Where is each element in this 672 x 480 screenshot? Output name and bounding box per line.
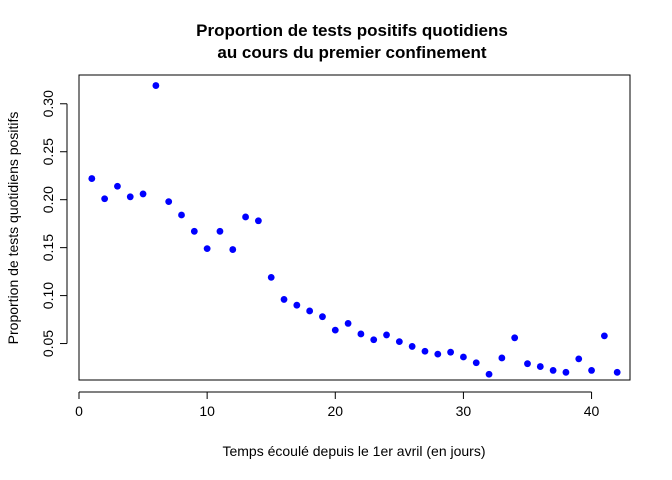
data-point (588, 367, 595, 374)
y-tick-label: 0.15 (40, 234, 56, 261)
data-point (600, 332, 608, 340)
y-axis-label: Proportion de tests quotidiens positifs (5, 112, 21, 345)
data-point (408, 343, 416, 350)
data-point (319, 313, 326, 321)
data-point (460, 353, 467, 361)
data-point (152, 82, 160, 89)
y-axis: 0.05 0.10 0.15 0.20 0.25 0.30 (40, 90, 68, 357)
y-tick-label: 0.30 (40, 90, 56, 117)
data-point (395, 338, 403, 346)
x-axis: 0 10 20 30 40 (75, 391, 600, 419)
data-point (101, 195, 109, 203)
data-point (242, 213, 249, 221)
data-point (229, 246, 237, 253)
y-tick-label: 0.20 (40, 186, 56, 213)
data-point (293, 301, 301, 309)
data-point (280, 296, 288, 303)
data-point (485, 370, 493, 378)
x-tick-label: 10 (199, 403, 215, 419)
data-point (434, 350, 442, 358)
data-point (126, 193, 134, 201)
plot-frame (78, 74, 631, 381)
data-point (575, 355, 583, 363)
data-point (511, 334, 519, 342)
data-point (267, 273, 275, 281)
data-point (498, 354, 506, 362)
data-point (165, 198, 173, 206)
data-point (357, 330, 365, 338)
data-point (383, 331, 390, 339)
data-point (190, 227, 198, 235)
data-point (536, 363, 544, 370)
chart-title-line-2: au cours du premier confinement (217, 43, 487, 62)
y-tick-label: 0.05 (40, 330, 56, 357)
chart-title-line-1: Proportion de tests positifs quotidiens (196, 21, 508, 40)
data-point (139, 190, 147, 198)
data-point (203, 245, 211, 253)
y-tick-label: 0.25 (40, 138, 56, 165)
data-point (447, 348, 455, 356)
data-point (114, 182, 121, 190)
data-point (524, 360, 531, 368)
data-point (306, 307, 314, 315)
data-point (178, 211, 185, 219)
data-point (370, 336, 378, 344)
data-point (331, 326, 339, 334)
data-point (344, 320, 352, 327)
y-tick-label: 0.10 (40, 282, 56, 309)
x-tick-label: 30 (456, 403, 472, 419)
data-point (472, 359, 480, 367)
x-tick-label: 0 (75, 403, 83, 419)
data-point (254, 217, 262, 225)
data-point (88, 175, 96, 182)
data-points (88, 82, 621, 378)
x-tick-label: 40 (584, 403, 600, 419)
x-axis-label: Temps écoulé depuis le 1er avril (en jou… (222, 443, 485, 459)
data-point (562, 368, 570, 376)
data-point (549, 367, 557, 374)
data-point (216, 227, 224, 235)
data-point (421, 347, 429, 355)
x-tick-label: 20 (327, 403, 343, 419)
data-point (613, 368, 621, 376)
